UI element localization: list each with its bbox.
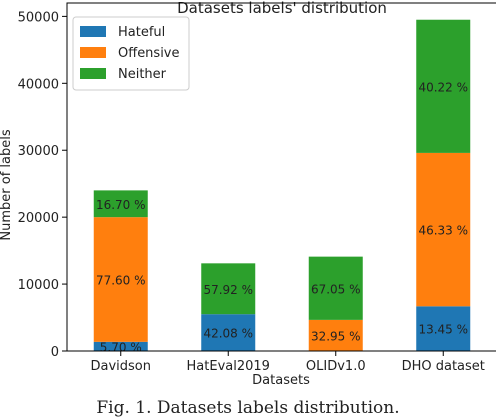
y-tick-label: 20000 <box>18 211 59 226</box>
legend-label-neither: Neither <box>118 67 167 82</box>
x-tick-label-davidson: Davidson <box>91 359 152 374</box>
legend-swatch-neither <box>80 68 106 79</box>
bar-segment-hateful-dho-dataset <box>416 306 471 351</box>
bar-segment-offensive-olidv1-0 <box>308 319 363 351</box>
bar-segment-offensive-davidson <box>93 217 148 342</box>
y-tick-label: 0 <box>51 345 59 360</box>
figure-caption: Fig. 1. Datasets labels distribution. <box>96 398 399 418</box>
bars-layer <box>93 19 471 351</box>
bar-segment-hateful-hateval2019 <box>201 314 256 351</box>
bar-labels-layer: 5.70 %77.60 %16.70 %42.08 %57.92 %32.95 … <box>96 80 468 354</box>
legend-swatch-offensive <box>80 47 106 58</box>
y-tick-label: 50000 <box>18 10 59 25</box>
legend-swatch-hateful <box>80 26 106 37</box>
chart-title: Datasets labels' distribution <box>177 0 387 17</box>
y-tick-label: 30000 <box>18 144 59 159</box>
data-label-hateful-hateval2019: 42.08 % <box>203 327 253 341</box>
x-tick-label-hateval2019: HatEval2019 <box>187 359 270 374</box>
legend-label-offensive: Offensive <box>118 46 180 61</box>
legend-label-hateful: Hateful <box>118 25 165 40</box>
data-label-offensive-olidv1-0: 32.95 % <box>311 329 361 343</box>
data-label-offensive-dho-dataset: 46.33 % <box>418 224 468 238</box>
data-label-neither-olidv1-0: 67.05 % <box>311 282 361 296</box>
bar-segment-neither-olidv1-0 <box>308 256 363 320</box>
x-tick-label-olidv1-0: OLIDv1.0 <box>306 359 366 374</box>
y-tick-label: 10000 <box>18 278 59 293</box>
x-axis-label: Datasets <box>252 373 310 388</box>
plot-frame <box>66 2 496 352</box>
data-label-hateful-dho-dataset: 13.45 % <box>418 323 468 337</box>
bar-segment-offensive-dho-dataset <box>416 152 471 307</box>
data-label-neither-hateval2019: 57.92 % <box>203 283 253 297</box>
data-label-neither-dho-dataset: 40.22 % <box>418 80 468 94</box>
data-label-neither-davidson: 16.70 % <box>96 198 146 212</box>
data-label-offensive-davidson: 77.60 % <box>96 273 146 287</box>
y-axis: 0 10000 20000 30000 40000 50000 <box>18 10 67 360</box>
bar-segment-hateful-davidson <box>93 341 148 351</box>
y-tick-label: 40000 <box>18 77 59 92</box>
x-tick-label-dho-dataset: DHO dataset <box>402 359 485 374</box>
y-axis-label: Number of labels <box>0 129 14 240</box>
bar-segment-neither-davidson <box>93 190 148 218</box>
x-axis: Davidson HatEval2019 OLIDv1.0 DHO dataset <box>91 351 485 374</box>
bar-segment-neither-dho-dataset <box>416 19 471 153</box>
legend: Hateful Offensive Neither <box>72 16 190 91</box>
bar-segment-neither-hateval2019 <box>201 263 256 315</box>
